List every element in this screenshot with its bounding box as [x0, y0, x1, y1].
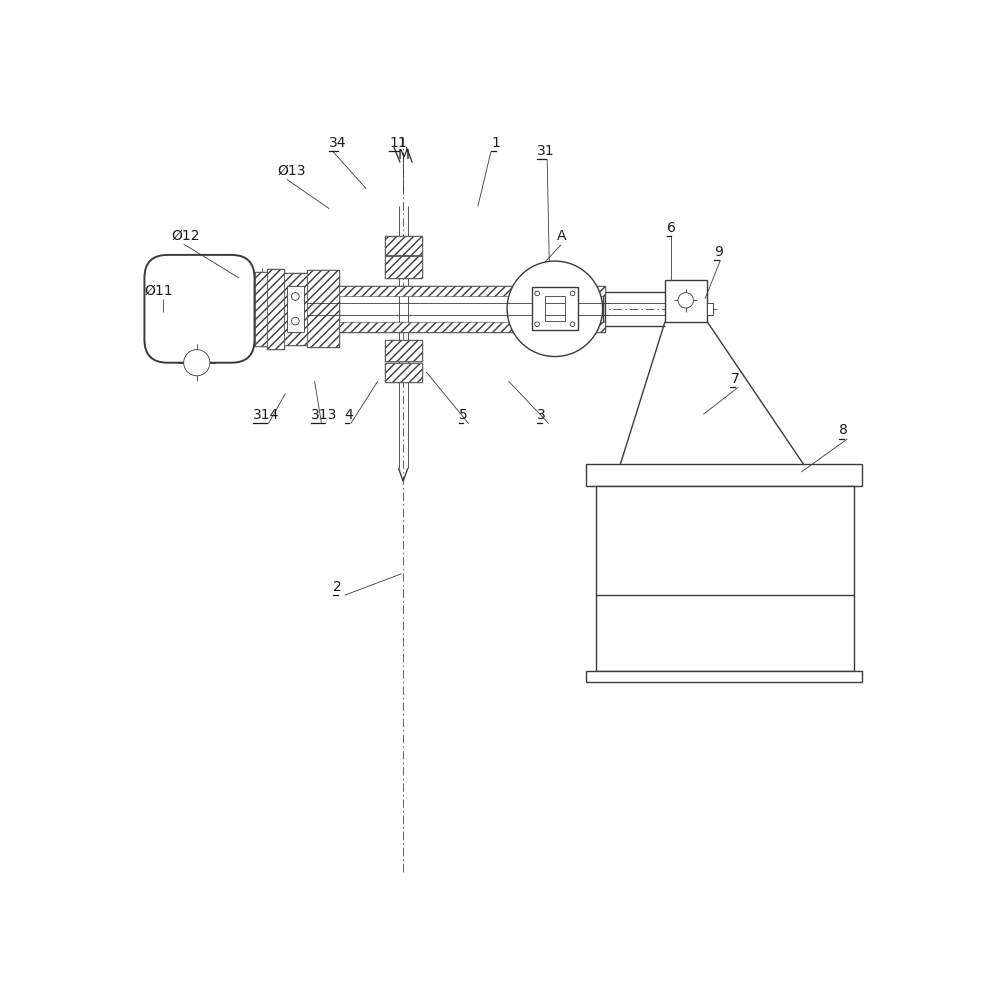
- Text: 313: 313: [311, 408, 337, 422]
- Bar: [307, 270, 339, 348]
- Bar: [545, 297, 565, 321]
- Bar: [284, 273, 307, 345]
- Bar: [385, 362, 422, 382]
- Text: A: A: [557, 230, 567, 244]
- Bar: [596, 486, 854, 671]
- Bar: [339, 322, 605, 332]
- Text: 9: 9: [714, 245, 723, 258]
- Text: 8: 8: [839, 423, 848, 437]
- Bar: [255, 272, 267, 346]
- Bar: [267, 269, 284, 349]
- Bar: [255, 272, 267, 346]
- Text: Ø12: Ø12: [171, 229, 200, 243]
- Text: 314: 314: [253, 408, 279, 422]
- Bar: [385, 362, 422, 382]
- Bar: [385, 340, 422, 361]
- Bar: [385, 236, 422, 255]
- Bar: [586, 464, 862, 486]
- Text: 1: 1: [491, 136, 500, 150]
- Bar: [339, 286, 605, 296]
- Bar: [707, 302, 713, 315]
- Bar: [532, 288, 578, 330]
- Text: M: M: [397, 148, 409, 162]
- Circle shape: [292, 317, 299, 325]
- Text: 3: 3: [537, 408, 546, 422]
- Text: Ø13: Ø13: [277, 164, 305, 178]
- Bar: [284, 273, 307, 345]
- Text: 5: 5: [459, 408, 467, 422]
- Circle shape: [535, 291, 539, 296]
- Bar: [339, 286, 605, 332]
- Bar: [665, 280, 707, 322]
- Text: 11: 11: [389, 136, 407, 150]
- Bar: [385, 256, 422, 278]
- Bar: [532, 288, 545, 330]
- Bar: [385, 340, 422, 361]
- Bar: [307, 270, 339, 348]
- Circle shape: [507, 261, 603, 356]
- Text: 6: 6: [666, 221, 675, 235]
- Text: 31: 31: [537, 144, 555, 158]
- Text: 2: 2: [333, 579, 342, 594]
- FancyBboxPatch shape: [144, 255, 255, 362]
- Circle shape: [570, 322, 575, 326]
- Text: 4: 4: [345, 408, 353, 422]
- Circle shape: [535, 322, 539, 326]
- Text: 34: 34: [329, 136, 347, 150]
- Bar: [586, 671, 862, 682]
- Bar: [385, 256, 422, 278]
- Bar: [287, 286, 304, 332]
- Circle shape: [292, 293, 299, 300]
- Text: Ø11: Ø11: [144, 283, 173, 298]
- Bar: [385, 236, 422, 255]
- Bar: [707, 302, 713, 315]
- Circle shape: [184, 350, 210, 376]
- Bar: [565, 288, 578, 330]
- Circle shape: [570, 291, 575, 296]
- Bar: [267, 269, 284, 349]
- Text: 7: 7: [730, 372, 739, 386]
- Circle shape: [678, 293, 693, 308]
